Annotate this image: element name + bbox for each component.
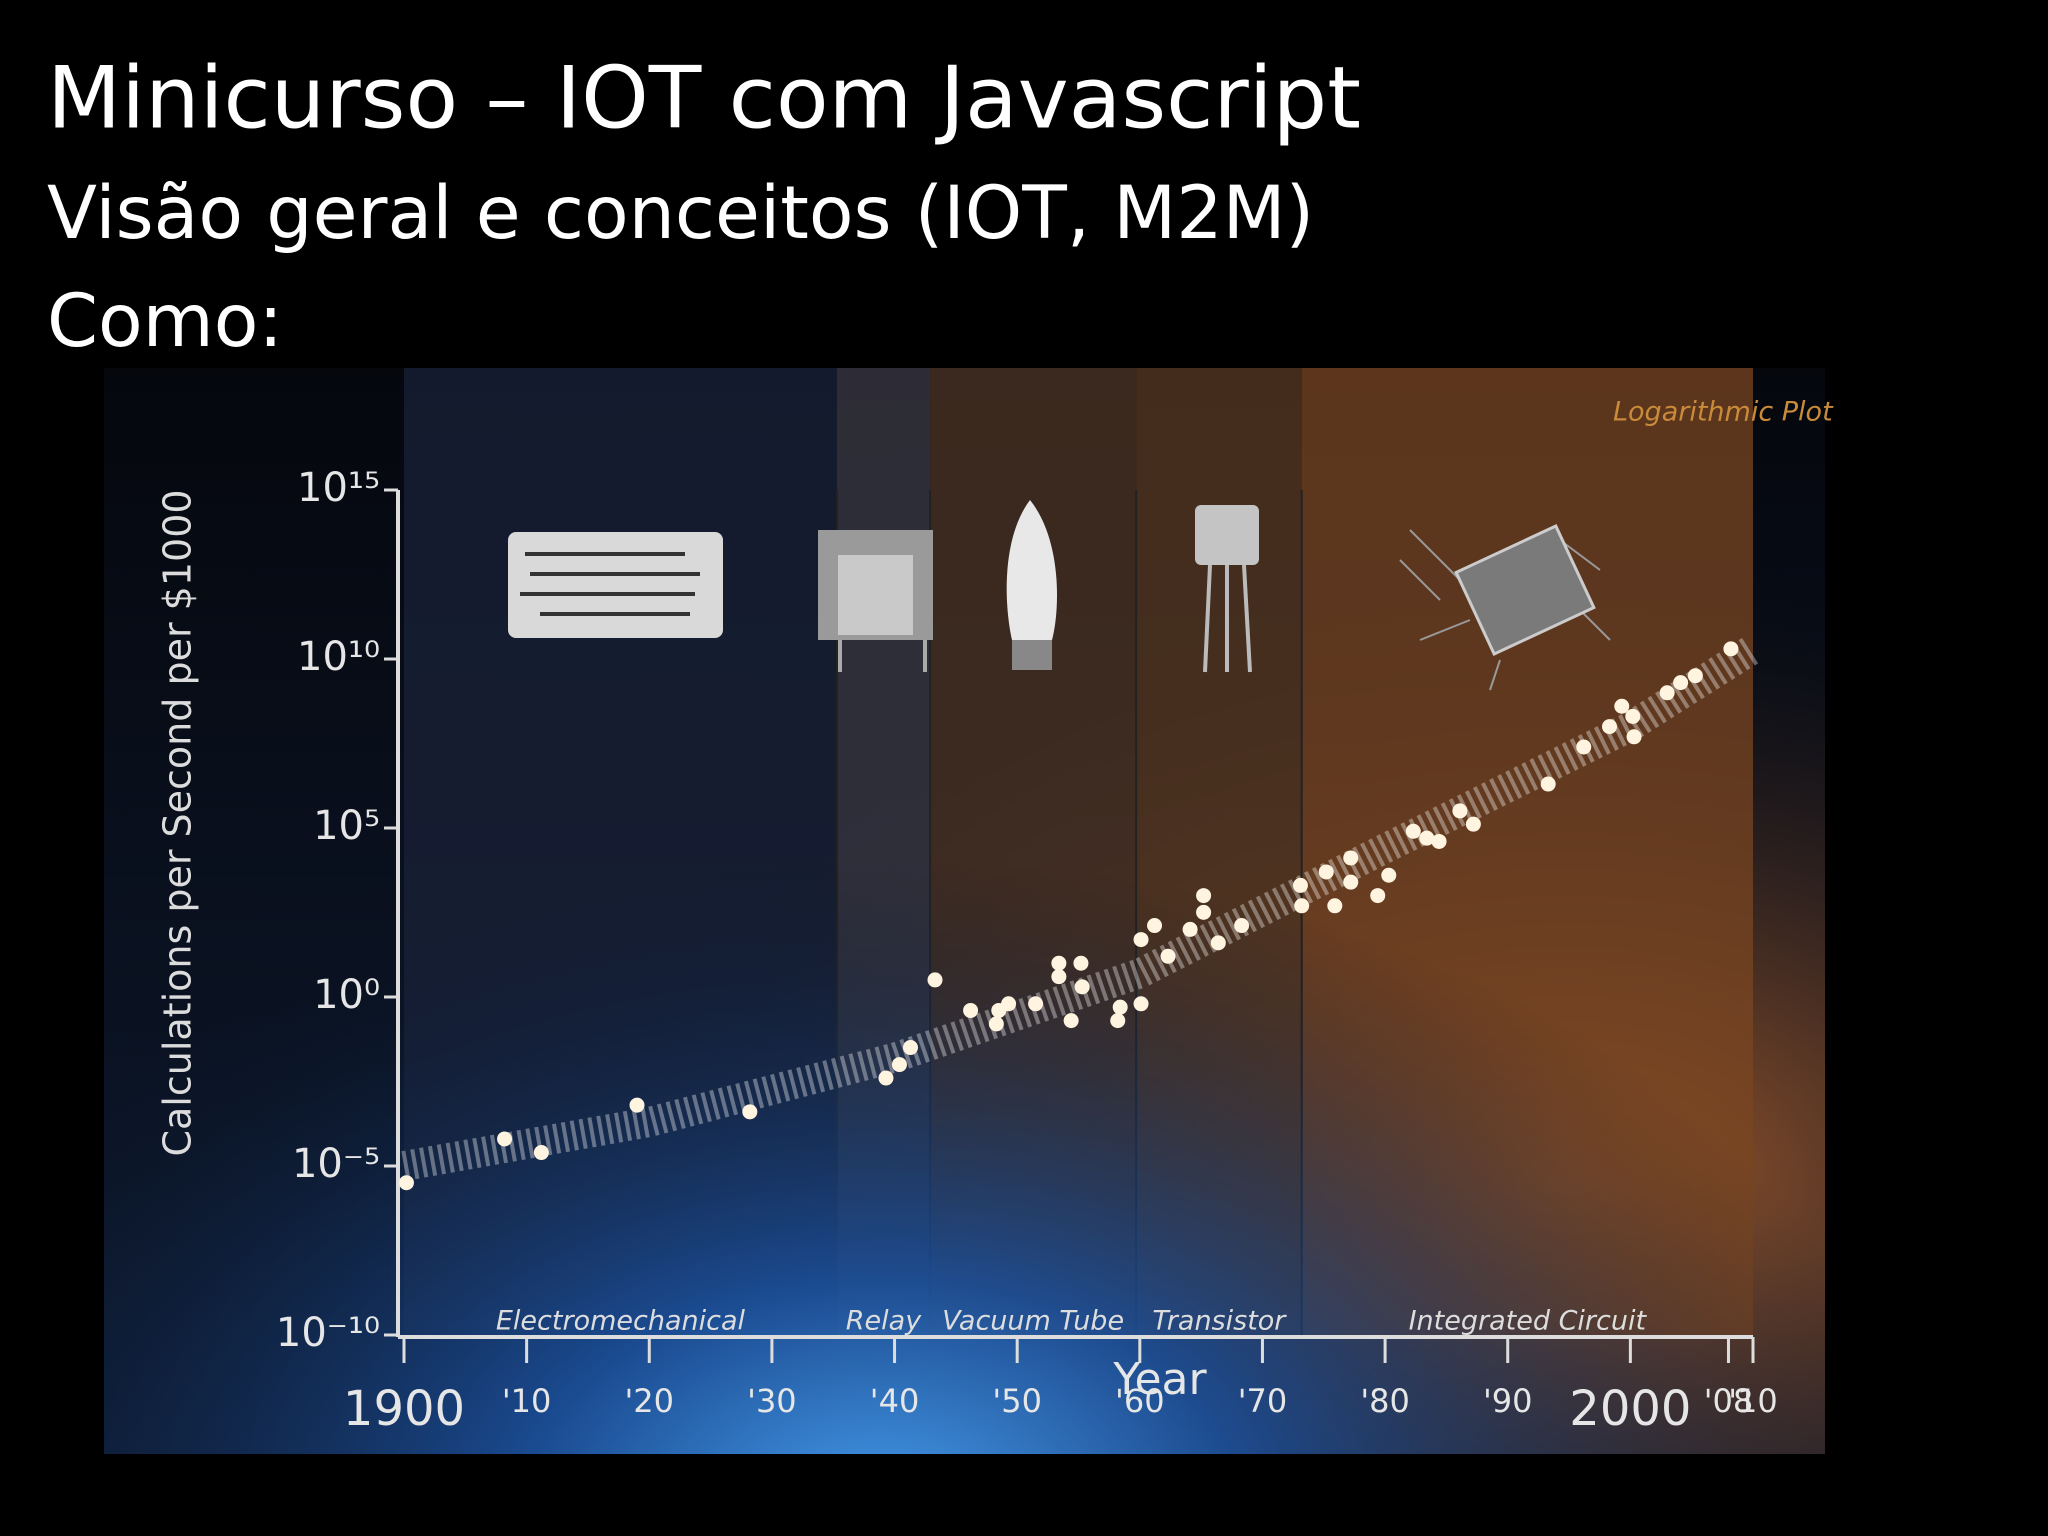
data-point bbox=[902, 1040, 918, 1056]
data-point bbox=[1210, 935, 1226, 951]
data-point bbox=[1419, 830, 1435, 846]
data-point bbox=[1673, 675, 1689, 691]
chart: Electromechanical Relay Vacuum Tube Transis… bbox=[104, 368, 1834, 1454]
data-point bbox=[1343, 874, 1359, 890]
data-point bbox=[988, 1016, 1004, 1032]
annotation: Logarithmic Plot bbox=[1613, 397, 1834, 428]
glow bbox=[104, 368, 1825, 1454]
y-tick-label: 10¹⁵ bbox=[297, 465, 380, 511]
data-point bbox=[497, 1131, 513, 1147]
chip-icon bbox=[1399, 523, 1611, 691]
data-point bbox=[1147, 918, 1163, 934]
era-label: Transistor bbox=[1152, 1306, 1287, 1337]
relay-icon bbox=[818, 530, 933, 672]
data-point bbox=[1234, 918, 1250, 934]
era-label: Integrated Circuit bbox=[1409, 1306, 1648, 1337]
x-tick-label: '80 bbox=[1360, 1382, 1410, 1420]
x-tick-label: '20 bbox=[625, 1382, 675, 1420]
x-tick-label: 2000 bbox=[1569, 1381, 1691, 1437]
x-tick-label: '10 bbox=[1728, 1382, 1778, 1420]
y-tick-label: 10⁵ bbox=[313, 803, 380, 849]
data-point bbox=[1370, 888, 1386, 904]
data-point bbox=[1063, 1013, 1079, 1029]
data-point bbox=[742, 1104, 758, 1120]
data-point bbox=[1074, 979, 1090, 995]
slide-subtitle: Visão geral e conceitos (IOT, M2M) bbox=[47, 171, 1314, 256]
data-point bbox=[1073, 955, 1089, 971]
data-point bbox=[533, 1145, 549, 1161]
y-tick-label: 10⁻¹⁰ bbox=[276, 1310, 380, 1356]
data-point bbox=[1196, 888, 1212, 904]
data-point bbox=[1602, 719, 1618, 735]
data-point bbox=[1625, 708, 1641, 724]
data-point bbox=[1028, 996, 1044, 1012]
x-tick-label: '70 bbox=[1238, 1382, 1288, 1420]
data-point bbox=[891, 1057, 907, 1073]
data-point bbox=[963, 1002, 979, 1018]
x-axis-label: Year bbox=[1112, 1354, 1207, 1405]
data-point bbox=[878, 1070, 894, 1086]
data-point bbox=[1614, 698, 1630, 714]
x-tick-label: '90 bbox=[1483, 1382, 1533, 1420]
data-point bbox=[1196, 904, 1212, 920]
y-tick-label: 10¹⁰ bbox=[297, 634, 380, 680]
x-tick-label: 1900 bbox=[343, 1381, 465, 1437]
data-point bbox=[1051, 955, 1067, 971]
transistor-icon bbox=[1195, 505, 1259, 673]
data-point bbox=[927, 972, 943, 988]
data-point bbox=[1626, 729, 1642, 745]
data-point bbox=[1294, 898, 1310, 914]
data-point bbox=[1540, 776, 1556, 792]
data-point bbox=[1160, 948, 1176, 964]
data-point bbox=[1659, 685, 1675, 701]
x-tick-label: '50 bbox=[992, 1382, 1042, 1420]
slide-title: Minicurso – IOT com Javascript bbox=[47, 48, 1361, 148]
x-tick-label: '08 bbox=[1704, 1382, 1754, 1420]
data-point bbox=[1001, 996, 1017, 1012]
x-tick-label: '10 bbox=[502, 1382, 552, 1420]
punch-card-icon bbox=[508, 532, 723, 638]
x-tick-label: '40 bbox=[870, 1382, 920, 1420]
data-point bbox=[1133, 996, 1149, 1012]
slide-text: Como: bbox=[47, 279, 283, 364]
era-label: Relay bbox=[846, 1306, 922, 1337]
data-point bbox=[1051, 969, 1067, 985]
y-axis-label: Calculations per Second per $1000 bbox=[156, 489, 200, 1156]
x-tick-label: '30 bbox=[747, 1382, 797, 1420]
data-point bbox=[629, 1097, 645, 1113]
data-point bbox=[1431, 833, 1447, 849]
vacuum-tube-icon bbox=[1006, 500, 1058, 670]
data-point bbox=[1182, 921, 1198, 937]
data-point bbox=[1687, 668, 1703, 684]
data-point bbox=[1133, 932, 1149, 948]
era-label: Vacuum Tube bbox=[942, 1306, 1124, 1337]
y-tick-label: 10⁰ bbox=[313, 972, 380, 1018]
data-point bbox=[1327, 898, 1343, 914]
data-point bbox=[1576, 739, 1592, 755]
x-tick-label: '60 bbox=[1115, 1382, 1165, 1420]
data-point bbox=[1452, 803, 1468, 819]
data-point bbox=[1723, 641, 1739, 657]
data-point bbox=[1110, 1013, 1126, 1029]
data-point bbox=[1405, 823, 1421, 839]
data-point bbox=[1318, 864, 1334, 880]
era-label: Electromechanical bbox=[496, 1306, 746, 1337]
data-point bbox=[1343, 850, 1359, 866]
data-point bbox=[398, 1175, 414, 1191]
y-tick-label: 10⁻⁵ bbox=[292, 1141, 380, 1187]
data-point bbox=[1292, 877, 1308, 893]
data-point bbox=[1465, 816, 1481, 832]
data-point bbox=[1381, 867, 1397, 883]
data-point bbox=[1112, 999, 1128, 1015]
